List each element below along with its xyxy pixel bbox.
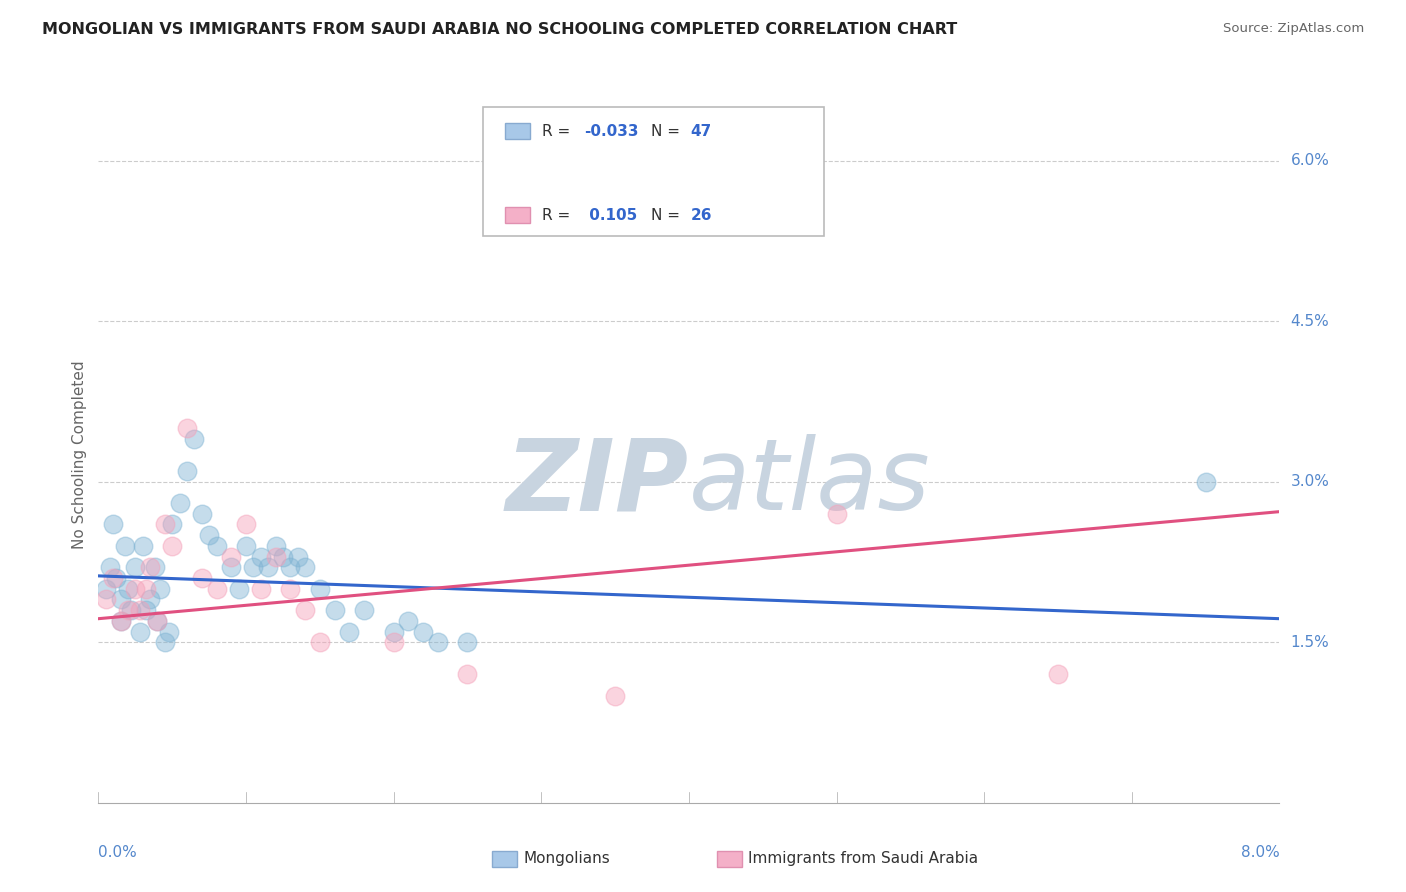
Text: Immigrants from Saudi Arabia: Immigrants from Saudi Arabia [748,852,979,866]
Point [183,432,205,446]
Point [110,614,132,628]
Point [308,582,332,596]
Point [146,614,169,628]
Point [426,635,449,649]
Text: N =: N = [651,208,685,223]
Point [120,603,142,617]
Point [382,635,405,649]
Point [235,517,257,532]
Point [103,571,125,585]
Text: 4.5%: 4.5% [1291,314,1329,328]
Point [162,517,183,532]
Point [153,517,176,532]
Point [228,582,250,596]
Point [264,549,287,564]
Point [190,507,214,521]
Text: 3.0%: 3.0% [1291,475,1330,489]
Point [143,560,166,574]
Point [176,464,198,478]
Point [139,592,162,607]
Point [1194,475,1216,489]
Point [157,624,180,639]
Point [287,549,309,564]
Point [114,539,136,553]
Point [382,624,405,639]
Point [308,635,332,649]
Point [825,507,848,521]
Point [219,549,242,564]
Point [353,603,375,617]
Text: Source: ZipAtlas.com: Source: ZipAtlas.com [1223,22,1364,36]
Point [146,614,169,628]
Text: 47: 47 [690,123,711,138]
Point [242,560,264,574]
Text: 26: 26 [690,208,711,223]
Text: 8.0%: 8.0% [1240,845,1279,860]
Text: -0.033: -0.033 [583,123,638,138]
Point [205,582,228,596]
Point [1046,667,1069,681]
Point [162,539,183,553]
Point [219,560,242,574]
Point [110,592,132,607]
Point [169,496,191,510]
Point [117,603,139,617]
Point [264,539,287,553]
Point [412,624,434,639]
Point [135,582,157,596]
Point [396,614,419,628]
Point [98,560,121,574]
Text: Mongolians: Mongolians [523,852,610,866]
Point [198,528,221,542]
Text: 1.5%: 1.5% [1291,635,1329,649]
Point [128,603,150,617]
Text: R =: R = [541,123,575,138]
Y-axis label: No Schooling Completed: No Schooling Completed [72,360,87,549]
Point [94,592,117,607]
Point [456,667,478,681]
Point [105,571,128,585]
Point [139,560,162,574]
Text: ZIP: ZIP [506,434,689,532]
Point [135,603,157,617]
Text: 6.0%: 6.0% [1291,153,1330,168]
Point [605,689,627,703]
Point [205,539,228,553]
Point [456,635,478,649]
Point [294,603,316,617]
Point [190,571,214,585]
Text: 0.105: 0.105 [583,208,637,223]
Text: R =: R = [541,208,575,223]
Point [278,560,301,574]
Point [124,560,146,574]
Point [124,582,146,596]
Point [103,517,125,532]
Point [250,582,273,596]
Text: N =: N = [651,123,685,138]
Text: atlas: atlas [689,434,931,532]
Point [337,624,360,639]
Text: MONGOLIAN VS IMMIGRANTS FROM SAUDI ARABIA NO SCHOOLING COMPLETED CORRELATION CHA: MONGOLIAN VS IMMIGRANTS FROM SAUDI ARABI… [42,22,957,37]
Point [250,549,273,564]
Point [235,539,257,553]
Point [257,560,280,574]
Point [278,582,301,596]
Point [294,560,316,574]
Point [271,549,294,564]
Point [94,582,117,596]
Point [132,539,155,553]
Point [128,624,150,639]
Point [176,421,198,435]
Point [323,603,346,617]
Point [153,635,176,649]
Point [117,582,139,596]
Text: 0.0%: 0.0% [98,845,138,860]
Point [149,582,172,596]
Point [110,614,132,628]
